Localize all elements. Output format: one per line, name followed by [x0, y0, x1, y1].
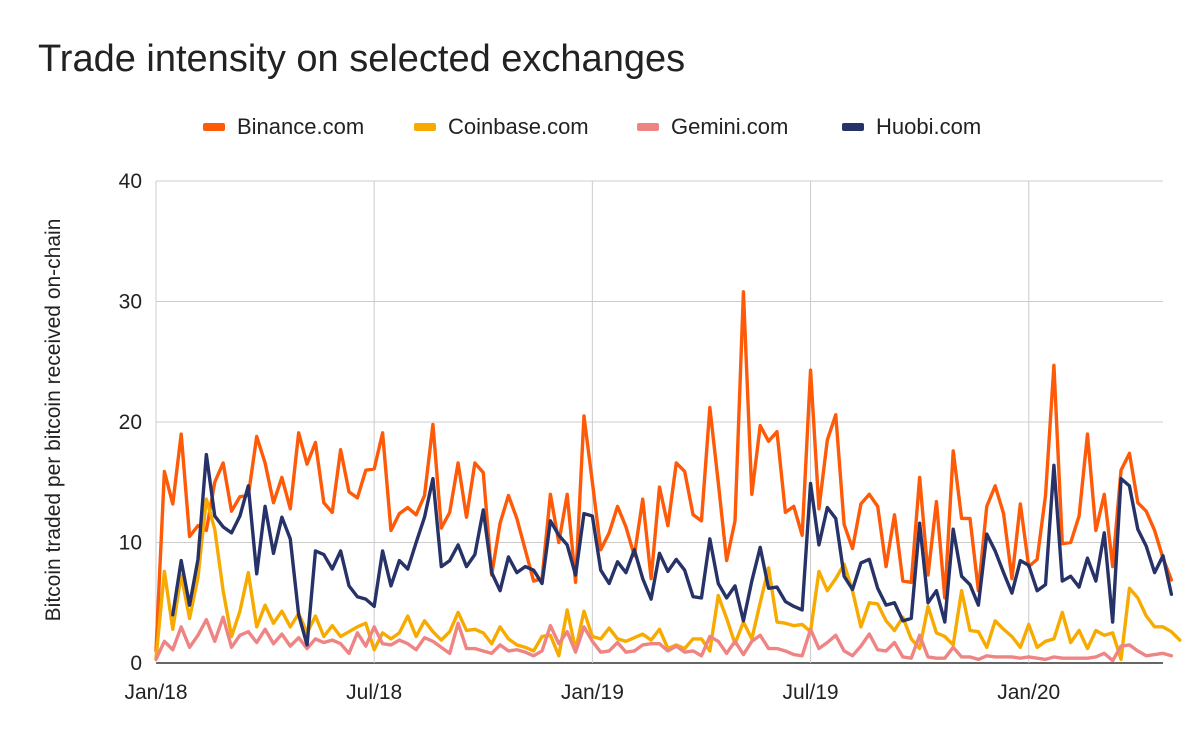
x-tick-label: Jan/19 [561, 681, 624, 704]
y-tick-label: 30 [119, 291, 142, 314]
x-tick-label: Jan/18 [124, 681, 187, 704]
series-line-coinbase-com [154, 497, 1182, 662]
legend-swatch [842, 123, 864, 131]
legend-item: Coinbase.com [414, 112, 589, 142]
legend-label: Gemini.com [671, 114, 789, 139]
legend-label: Huobi.com [876, 114, 982, 139]
legend-swatch [637, 123, 659, 131]
legend-item: Gemini.com [637, 112, 788, 142]
y-tick-label: 0 [130, 652, 142, 675]
x-tick-label: Jan/20 [997, 681, 1060, 704]
legend-label: Binance.com [237, 114, 365, 139]
y-tick-label: 10 [119, 532, 142, 555]
series-line-gemini-com [154, 615, 1174, 663]
legend-item: Binance.com [203, 112, 364, 142]
y-axis-title: Bitcoin traded per bitcoin received on-c… [42, 219, 65, 622]
y-tick-label: 40 [119, 170, 142, 193]
legend-label: Coinbase.com [448, 114, 589, 139]
series-line-huobi-com [171, 452, 1174, 647]
x-tick-label: Jul/19 [783, 681, 839, 704]
chart-title: Trade intensity on selected exchanges [38, 38, 686, 80]
legend-item: Huobi.com [842, 112, 981, 142]
y-tick-label: 20 [119, 411, 142, 434]
x-tick-label: Jul/18 [346, 681, 402, 704]
legend-swatch [414, 123, 436, 131]
legend: Binance.com Coinbase.com Gemini.com Huobi.c… [0, 112, 1200, 142]
legend-swatch [203, 123, 225, 131]
series-line-binance-com [154, 290, 1174, 653]
